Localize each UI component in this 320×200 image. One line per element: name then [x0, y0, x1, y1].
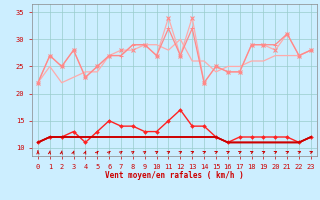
X-axis label: Vent moyen/en rafales ( km/h ): Vent moyen/en rafales ( km/h ) [105, 171, 244, 180]
